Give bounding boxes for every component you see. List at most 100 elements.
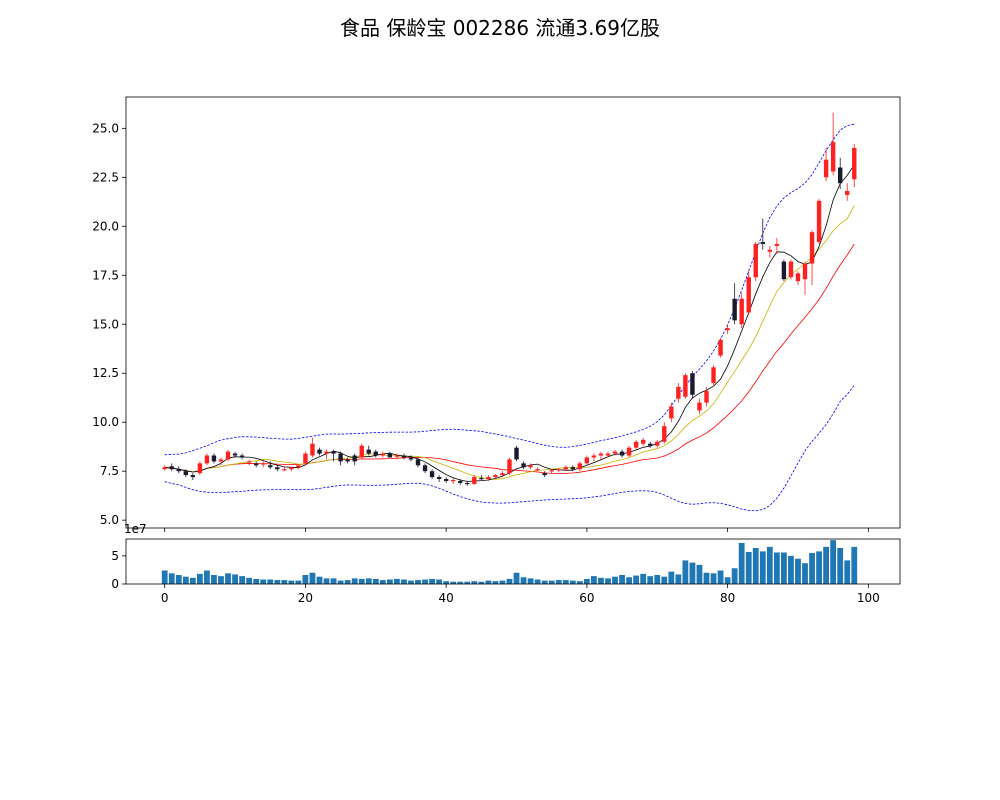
volume-bar [168,573,175,584]
candle-body [535,469,540,471]
volume-panel: 0 5 1e7 0 20 40 60 80 100 [111,522,901,605]
candle-body [443,479,449,481]
volume-bar [583,578,590,584]
volume-bar [591,576,597,584]
volume-bar [661,576,668,584]
price-ytick-label: 12.5 [92,366,119,380]
candle-body [275,467,280,470]
volume-bar [386,579,393,584]
candle-body [845,191,850,195]
volume-bar [745,551,752,584]
candle-body [232,453,238,456]
volume-bar [717,570,724,584]
volume-ytick-label: 5 [111,549,119,563]
volume-multiplier-label: 1e7 [124,522,147,536]
candle-body [697,402,702,411]
candle-body [317,449,322,454]
price-ytick-label: 25.0 [92,121,119,135]
volume-bar [239,576,245,584]
candle-body [225,451,231,460]
candle-body [394,455,400,457]
candle-body [830,142,836,172]
candle-body [310,443,315,456]
volume-bar [450,581,457,584]
volume-bar [534,579,541,584]
candle-body [683,375,688,397]
volume-bar [415,580,421,584]
boll-upper-line [164,123,855,456]
ma-short-line [164,164,855,482]
candle-body [331,451,336,454]
volume-bar [562,580,569,584]
volume-bar [365,578,372,584]
candle-body [352,455,357,462]
candle-body [204,455,210,464]
candle-body [366,449,371,454]
volume-bar [204,570,210,584]
candle-body [725,328,730,331]
volume-bar [809,553,815,584]
price-ytick-label: 10.0 [92,415,119,429]
volume-bar [175,575,182,584]
candle-body [429,471,435,478]
candle-body [690,373,695,395]
volume-bar [837,548,844,584]
candle-body [563,467,568,470]
volume-bar [823,546,830,584]
candle-body [458,480,463,483]
volume-bar [682,560,689,584]
candle-body [781,261,787,280]
volume-bar [752,548,759,584]
candle-body [268,465,273,468]
volume-bar [802,563,808,584]
volume-bar [471,581,478,584]
volume-bar [232,574,238,584]
volume-bar [274,580,281,584]
candle-body [619,451,625,456]
volume-bar [569,580,576,584]
volume-bar [576,581,583,584]
volume-bar [640,573,647,584]
volume-bar [492,581,499,584]
volume-bar [731,568,738,584]
volume-bar [781,552,787,584]
volume-bar [309,572,316,584]
candle-body [767,249,773,252]
volume-bar [520,577,527,584]
xtick-label: 100 [857,591,880,605]
volume-bar [541,580,548,584]
volume-bar [394,578,400,584]
volume-bar [844,560,851,584]
price-ytick-label: 7.5 [100,464,119,478]
candle-body [774,243,780,246]
candle-body [640,439,646,444]
candle-body [373,451,378,456]
candle-body [218,459,224,462]
volume-bar [633,575,640,584]
candles [162,112,857,486]
volume-bar [766,546,773,584]
candle-body [450,480,456,482]
volume-bar [598,577,604,584]
volume-bar [851,546,858,584]
price-ytick-label: 22.5 [92,170,119,184]
volume-bar [654,575,661,584]
ma-mid-line [164,205,855,480]
volume-bar [302,575,309,584]
volume-bar [161,570,168,584]
candle-body [732,298,737,321]
volume-bar [710,573,717,584]
candle-body [795,273,801,282]
price-ytick-label: 5.0 [100,513,119,527]
candle-body [507,459,512,474]
volume-bar [401,579,407,584]
candle-body [662,426,667,442]
candle-body [648,443,653,446]
volume-bar [485,580,492,584]
volume-bar [260,579,267,584]
candle-body [436,477,442,480]
candle-body [162,467,167,470]
volume-bar [773,552,780,584]
volume-bar [464,581,471,584]
